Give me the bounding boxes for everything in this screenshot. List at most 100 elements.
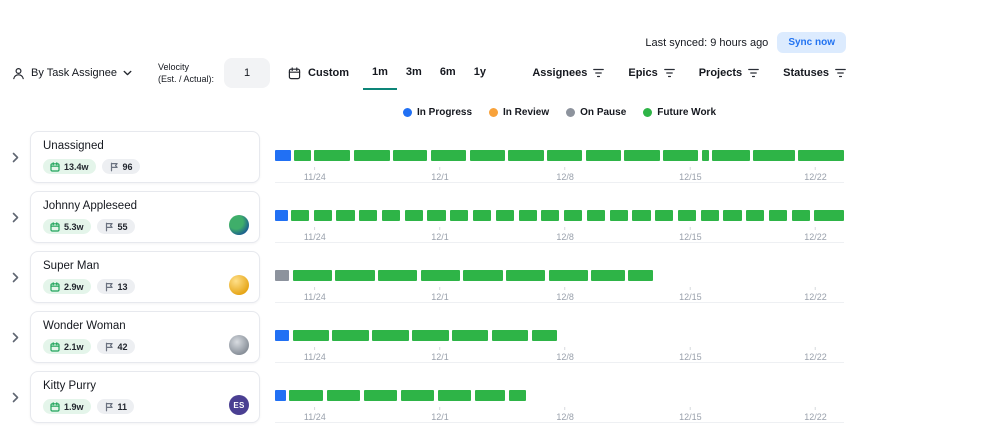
- bar-segment-future_work[interactable]: [506, 270, 546, 281]
- bar-segment-future_work[interactable]: [508, 150, 544, 161]
- bar-segment-in_progress[interactable]: [275, 150, 291, 161]
- bar-segment-future_work[interactable]: [292, 330, 330, 341]
- bar-segment-future_work[interactable]: [289, 390, 324, 401]
- bar-segment-future_work[interactable]: [700, 210, 719, 221]
- bar-segment-future_work[interactable]: [336, 210, 355, 221]
- bar-segment-future_work[interactable]: [450, 210, 469, 221]
- bar-segment-future_work[interactable]: [313, 210, 332, 221]
- bar-segment-future_work[interactable]: [814, 210, 844, 221]
- assignee-row: Super Man 2.9w 13 11/24 12/1 12/8 12/15 12/22: [12, 251, 844, 303]
- bar-segment-future_work[interactable]: [474, 390, 506, 401]
- bar-segment-future_work[interactable]: [508, 390, 527, 401]
- filter-projects[interactable]: Projects: [699, 67, 759, 79]
- bar-segment-future_work[interactable]: [326, 390, 361, 401]
- tick-label: 11/24: [303, 412, 326, 422]
- tick-label: 12/1: [431, 352, 449, 362]
- bar-segment-future_work[interactable]: [632, 210, 651, 221]
- bar-segment-future_work[interactable]: [798, 150, 844, 161]
- bar-segment-future_work[interactable]: [546, 150, 583, 161]
- bar-segment-in_progress[interactable]: [275, 390, 286, 401]
- bar-segment-future_work[interactable]: [381, 210, 401, 221]
- bar-segment-future_work[interactable]: [393, 150, 428, 161]
- bar-segment-future_work[interactable]: [628, 270, 654, 281]
- expand-chevron-icon[interactable]: [12, 311, 30, 363]
- bar-segment-in_progress[interactable]: [275, 210, 288, 221]
- bar-segment-future_work[interactable]: [294, 150, 311, 161]
- assignee-card[interactable]: Kitty Purry 1.9w 11 ES: [30, 371, 260, 423]
- timeline: 11/24 12/1 12/8 12/15 12/22: [275, 131, 844, 183]
- sync-now-button[interactable]: Sync now: [777, 32, 846, 53]
- bar-segment-future_work[interactable]: [473, 210, 492, 221]
- bar-segment-future_work[interactable]: [404, 210, 423, 221]
- bar-segment-future_work[interactable]: [746, 210, 765, 221]
- bar-segment-future_work[interactable]: [677, 210, 697, 221]
- bar-segment-future_work[interactable]: [586, 210, 605, 221]
- bar-segment-future_work[interactable]: [372, 330, 409, 341]
- bar-segment-future_work[interactable]: [437, 390, 472, 401]
- bar-segment-future_work[interactable]: [412, 330, 449, 341]
- legend-dot-icon: [489, 108, 499, 117]
- bar-segment-future_work[interactable]: [353, 150, 390, 161]
- bar-segment-future_work[interactable]: [491, 330, 529, 341]
- bar-segment-future_work[interactable]: [335, 270, 375, 281]
- bar-segment-future_work[interactable]: [451, 330, 489, 341]
- expand-chevron-icon[interactable]: [12, 251, 30, 303]
- bar-segment-future_work[interactable]: [531, 330, 558, 341]
- bar-segment-future_work[interactable]: [655, 210, 674, 221]
- bar-segment-future_work[interactable]: [701, 150, 709, 161]
- bar-segment-future_work[interactable]: [768, 210, 788, 221]
- bar-segment-future_work[interactable]: [420, 270, 460, 281]
- bar-segment-future_work[interactable]: [359, 210, 378, 221]
- assignee-card[interactable]: Wonder Woman 2.1w 42: [30, 311, 260, 363]
- assignee-name: Johnny Appleseed: [43, 200, 137, 212]
- bar-segment-future_work[interactable]: [469, 150, 505, 161]
- tick-label: 12/22: [804, 172, 827, 182]
- filter-assignees[interactable]: Assignees: [532, 67, 605, 79]
- bar-segment-in_progress[interactable]: [275, 330, 290, 341]
- bar-segment-future_work[interactable]: [585, 150, 621, 161]
- bar-segment-future_work[interactable]: [363, 390, 398, 401]
- range-tab-1m[interactable]: 1m: [363, 56, 397, 90]
- filter-epics[interactable]: Epics: [628, 67, 675, 79]
- bar-segment-future_work[interactable]: [518, 210, 537, 221]
- bar-segment-future_work[interactable]: [564, 210, 583, 221]
- bar-segment-future_work[interactable]: [427, 210, 446, 221]
- custom-range-button[interactable]: Custom: [288, 66, 349, 80]
- filter-statuses[interactable]: Statuses: [783, 67, 846, 79]
- bar-segment-future_work[interactable]: [711, 150, 750, 161]
- range-tab-3m[interactable]: 3m: [405, 66, 422, 78]
- bar-segment-future_work[interactable]: [290, 210, 310, 221]
- bar-segment-future_work[interactable]: [292, 270, 332, 281]
- bar-segment-future_work[interactable]: [609, 210, 628, 221]
- gantt-bar: [275, 390, 844, 401]
- bar-segment-future_work[interactable]: [463, 270, 503, 281]
- assignee-card[interactable]: Super Man 2.9w 13: [30, 251, 260, 303]
- expand-chevron-icon[interactable]: [12, 131, 30, 183]
- bar-segment-future_work[interactable]: [548, 270, 588, 281]
- velocity-input[interactable]: [224, 58, 271, 88]
- bar-segment-future_work[interactable]: [430, 150, 467, 161]
- range-tab-6m[interactable]: 6m: [439, 66, 456, 78]
- expand-chevron-icon[interactable]: [12, 371, 30, 423]
- expand-chevron-icon[interactable]: [12, 191, 30, 243]
- bar-segment-future_work[interactable]: [314, 150, 351, 161]
- bar-segment-future_work[interactable]: [752, 150, 796, 161]
- velocity-label: Velocity (Est. / Actual):: [158, 61, 214, 85]
- bar-segment-future_work[interactable]: [332, 330, 369, 341]
- bar-segment-future_work[interactable]: [541, 210, 560, 221]
- bar-segment-future_work[interactable]: [791, 210, 810, 221]
- bar-segment-future_work[interactable]: [377, 270, 418, 281]
- bar-segment-future_work[interactable]: [723, 210, 742, 221]
- bar-segment-future_work[interactable]: [495, 210, 514, 221]
- assignee-card[interactable]: Johnny Appleseed 5.3w 55: [30, 191, 260, 243]
- task-count-icon: [104, 282, 114, 292]
- bar-segment-future_work[interactable]: [400, 390, 435, 401]
- axis-tick: 12/8: [556, 227, 574, 242]
- bar-segment-future_work[interactable]: [663, 150, 699, 161]
- group-by-dropdown[interactable]: By Task Assignee: [12, 67, 132, 80]
- bar-segment-future_work[interactable]: [624, 150, 660, 161]
- range-tab-1y[interactable]: 1y: [473, 66, 486, 78]
- bar-segment-future_work[interactable]: [591, 270, 625, 281]
- bar-segment-on_pause[interactable]: [275, 270, 290, 281]
- assignee-card[interactable]: Unassigned 13.4w 96: [30, 131, 260, 183]
